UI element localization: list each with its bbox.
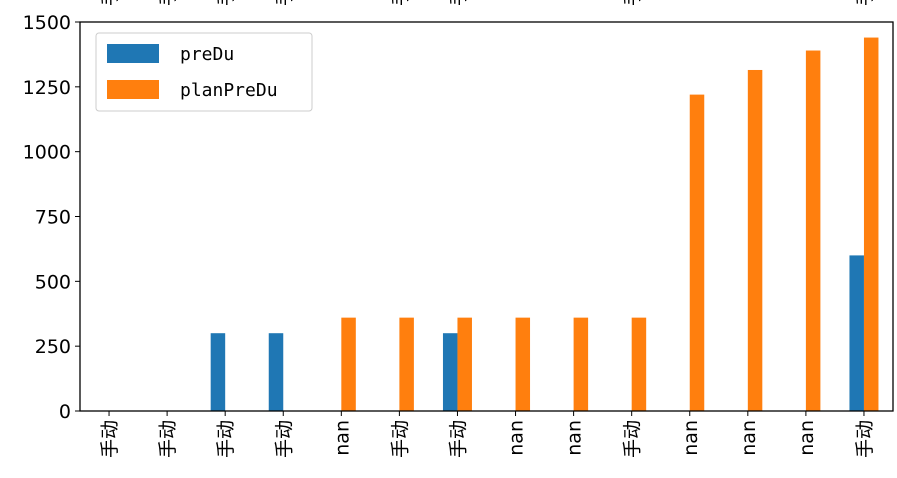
top-label-1: 手	[157, 0, 179, 6]
x-tick-label-7: nan	[506, 420, 528, 456]
bar-planPreDu-6	[457, 317, 472, 411]
bars-layer	[210, 37, 879, 412]
x-tick-label-13: 手动	[854, 420, 876, 458]
x-tick-label-11: nan	[738, 420, 760, 456]
legend-swatch-planPreDu	[107, 80, 159, 99]
y-tick-label-2: 500	[35, 271, 71, 293]
x-tick-label-10: nan	[680, 420, 702, 456]
x-tick-label-4: nan	[331, 420, 353, 456]
y-axis-ticks: 0 250 500 750 1000 1250 1500	[23, 12, 80, 423]
top-clipped-labels: 手手手手手手手手	[99, 0, 876, 6]
bar-preDu-13	[849, 255, 864, 411]
bar-planPreDu-9	[631, 317, 647, 411]
y-tick-label-5: 1250	[23, 77, 71, 99]
x-tick-label-1: 手动	[157, 420, 179, 458]
y-tick-label-6: 1500	[23, 12, 71, 34]
bar-preDu-2	[210, 333, 226, 411]
legend-label-preDu: preDu	[180, 44, 234, 65]
y-tick-label-0: 0	[59, 401, 71, 423]
bar-planPreDu-8	[573, 317, 589, 411]
x-axis-ticks: 手动 手动 手动 手动 nan 手动 手动 nan nan 手动 nan nan nan 手动	[99, 411, 876, 458]
top-label-6: 手	[447, 0, 469, 6]
plot-frame	[79, 21, 894, 412]
bar-preDu-6	[442, 333, 458, 411]
bar-preDu-3	[268, 333, 284, 411]
top-label-9: 手	[622, 0, 644, 6]
bar-planPreDu-4	[341, 317, 356, 411]
y-tick-label-1: 250	[35, 336, 71, 358]
legend-label-planPreDu: planPreDu	[180, 80, 278, 101]
x-tick-label-5: 手动	[389, 420, 411, 458]
x-tick-label-2: 手动	[215, 420, 237, 458]
y-tick-label-3: 750	[35, 207, 71, 229]
bar-planPreDu-13	[863, 37, 879, 412]
x-tick-label-6: 手动	[447, 420, 469, 458]
y-tick-label-4: 1000	[23, 142, 71, 164]
legend: preDu planPreDu	[95, 32, 313, 112]
x-tick-label-0: 手动	[99, 420, 121, 458]
x-tick-label-12: nan	[796, 420, 818, 456]
top-label-5: 手	[389, 0, 411, 6]
bar-planPreDu-11	[747, 69, 763, 411]
legend-swatch-preDu	[107, 44, 159, 63]
x-tick-label-8: nan	[564, 420, 586, 456]
bar-planPreDu-10	[689, 94, 705, 412]
top-label-0: 手	[99, 0, 121, 6]
x-tick-label-3: 手动	[273, 420, 295, 458]
bar-planPreDu-12	[805, 50, 821, 411]
top-label-2: 手	[215, 0, 237, 6]
bar-planPreDu-7	[515, 317, 531, 411]
bar-planPreDu-5	[399, 317, 414, 411]
top-label-13: 手	[854, 0, 876, 6]
x-tick-label-9: 手动	[622, 420, 644, 458]
top-label-3: 手	[273, 0, 295, 6]
